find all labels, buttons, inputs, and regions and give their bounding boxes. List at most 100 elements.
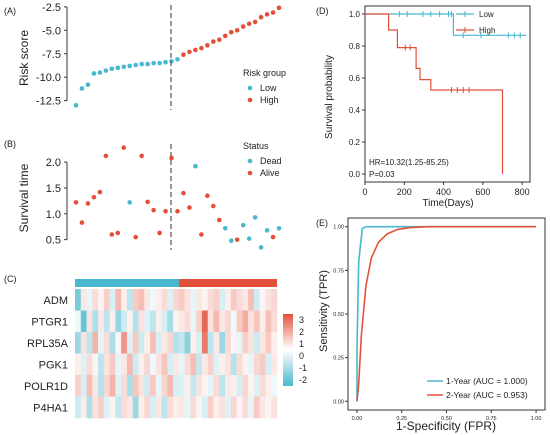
panel-a-point-low bbox=[103, 68, 109, 73]
heatmap-cell bbox=[242, 396, 249, 419]
heatmap-colorbar-tick-label: -2 bbox=[299, 375, 307, 385]
panel-b-point-alive bbox=[211, 203, 216, 209]
heatmap-group-bar bbox=[75, 279, 277, 287]
heatmap-cell bbox=[144, 396, 151, 419]
panel-a-point-high bbox=[240, 24, 246, 29]
heatmap-cell bbox=[155, 353, 162, 376]
heatmap-cell bbox=[207, 396, 214, 419]
heatmap-cell bbox=[121, 310, 128, 333]
panel-e-y-tick-label: 0.25 bbox=[333, 356, 344, 362]
heatmap-cell bbox=[167, 289, 174, 311]
heatmap-cell bbox=[103, 353, 110, 376]
panel-b-point-alive bbox=[139, 153, 144, 159]
heatmap-cell bbox=[219, 310, 226, 333]
heatmap-cell bbox=[126, 310, 134, 333]
panel-e-roc-curve-1 bbox=[356, 225, 536, 402]
heatmap-cell bbox=[92, 332, 99, 354]
heatmap-cell bbox=[150, 289, 157, 311]
heatmap-cell bbox=[265, 310, 272, 333]
heatmap-cell bbox=[86, 332, 93, 354]
heatmap-cell bbox=[150, 375, 157, 397]
heatmap-cell bbox=[230, 332, 237, 354]
heatmap-cell bbox=[86, 310, 93, 333]
panel-a-point-low bbox=[133, 62, 138, 68]
panel-a-point-low bbox=[121, 64, 127, 70]
panel-a-point-low bbox=[145, 61, 150, 67]
panel-b-point-alive bbox=[151, 207, 156, 213]
heatmap-cell bbox=[184, 310, 191, 333]
panel-b-point-dead bbox=[276, 225, 282, 231]
heatmap-cell bbox=[138, 353, 145, 376]
panel-b-legend-dead-marker bbox=[247, 158, 253, 164]
panel-a-legend-low-marker bbox=[247, 85, 253, 91]
heatmap-cell bbox=[138, 332, 145, 354]
heatmap-group-low bbox=[75, 279, 179, 287]
heatmap-cell bbox=[126, 375, 134, 397]
panel-b-point-dead bbox=[222, 225, 228, 231]
heatmap-cell bbox=[201, 332, 209, 354]
heatmap-cell bbox=[196, 396, 203, 419]
heatmap-row-label: POLR1D bbox=[24, 381, 68, 393]
heatmap-row-label: RPL35A bbox=[27, 338, 69, 350]
heatmap-row-label: PTGR1 bbox=[31, 316, 68, 328]
panel-e-x-tick-label: 0.75 bbox=[486, 416, 497, 422]
heatmap-cell bbox=[126, 353, 134, 376]
heatmap-cell bbox=[161, 353, 168, 376]
heatmap-cell bbox=[213, 310, 220, 333]
heatmap-cell bbox=[178, 332, 185, 354]
heatmap-cell bbox=[271, 332, 278, 354]
panel-d-y-tick-label: 0.8 bbox=[349, 42, 361, 51]
heatmap-cell bbox=[242, 289, 249, 311]
panel-e-axes: 0.00 0.25 0.50 0.75 1.00 0.00 0.25 0.50 0.75 1.00 bbox=[333, 225, 541, 422]
panel-e-y-tick-label: 1.00 bbox=[333, 225, 344, 231]
heatmap-cell bbox=[190, 353, 197, 376]
heatmap-cell bbox=[150, 332, 157, 354]
heatmap-cell bbox=[161, 289, 168, 311]
panel-b-point-alive bbox=[163, 208, 168, 214]
heatmap-cell bbox=[121, 396, 128, 419]
panel-b-legend-dead: Dead bbox=[260, 156, 282, 166]
panel-b-point-alive bbox=[115, 230, 121, 236]
panel-a-point-high bbox=[193, 47, 198, 53]
heatmap-cell bbox=[184, 396, 191, 419]
heatmap-cell bbox=[98, 332, 105, 354]
heatmap-cell bbox=[173, 375, 180, 397]
heatmap-cell bbox=[253, 289, 260, 311]
panel-b-legend-alive: Alive bbox=[260, 168, 280, 178]
panel-a-point-high bbox=[181, 52, 186, 57]
heatmap-cell bbox=[132, 310, 139, 333]
panel-a-point-high bbox=[211, 39, 216, 44]
heatmap-cell bbox=[155, 310, 162, 333]
heatmap-cell bbox=[80, 332, 87, 354]
panel-a-y-tick-label: -5.0 bbox=[42, 25, 61, 37]
heatmap-cell bbox=[92, 375, 99, 397]
heatmap-cell bbox=[253, 332, 260, 354]
heatmap-colorbar-ticks: 3 2 1 0 -1 -2 bbox=[299, 315, 307, 385]
panel-b-point-alive bbox=[157, 230, 162, 236]
heatmap-cell bbox=[190, 396, 197, 419]
panel-d-axes: 0 200 400 600 800 0.0 0.2 0.4 0.6 0.8 1.0 bbox=[349, 10, 530, 197]
heatmap-cell bbox=[109, 353, 116, 376]
heatmap-cell bbox=[236, 396, 243, 419]
panel-e: (E) Sensitivity (TPR) 1-Specificity (FPR… bbox=[316, 217, 546, 433]
heatmap-cell bbox=[144, 375, 151, 397]
heatmap-cell bbox=[253, 310, 260, 333]
panel-a-point-high bbox=[252, 19, 258, 25]
heatmap-cell bbox=[80, 353, 87, 376]
panel-a-point-low bbox=[85, 82, 91, 87]
panel-e-legend: 1-Year (AUC = 1.000) 2-Year (AUC = 0.953… bbox=[427, 376, 528, 400]
heatmap-cell bbox=[98, 396, 105, 419]
heatmap-cell bbox=[121, 289, 128, 311]
heatmap-cell bbox=[115, 375, 122, 397]
heatmap-colorbar-tick-label: 1 bbox=[299, 339, 304, 349]
panel-a-ylabel: Risk score bbox=[17, 30, 31, 86]
panel-a-y-tick-label: -10.0 bbox=[36, 72, 61, 84]
panel-e-x-tick-label: 0.50 bbox=[441, 416, 452, 422]
panel-b: (B) Survival time 0.5 1.0 1.5 2.0 Status De… bbox=[4, 139, 282, 250]
heatmap-cell bbox=[126, 332, 134, 354]
heatmap-cell bbox=[225, 375, 232, 397]
heatmap-cell bbox=[213, 289, 220, 311]
heatmap-cell bbox=[196, 289, 203, 311]
panel-a-point-low bbox=[115, 65, 121, 71]
heatmap-cell bbox=[184, 289, 191, 311]
